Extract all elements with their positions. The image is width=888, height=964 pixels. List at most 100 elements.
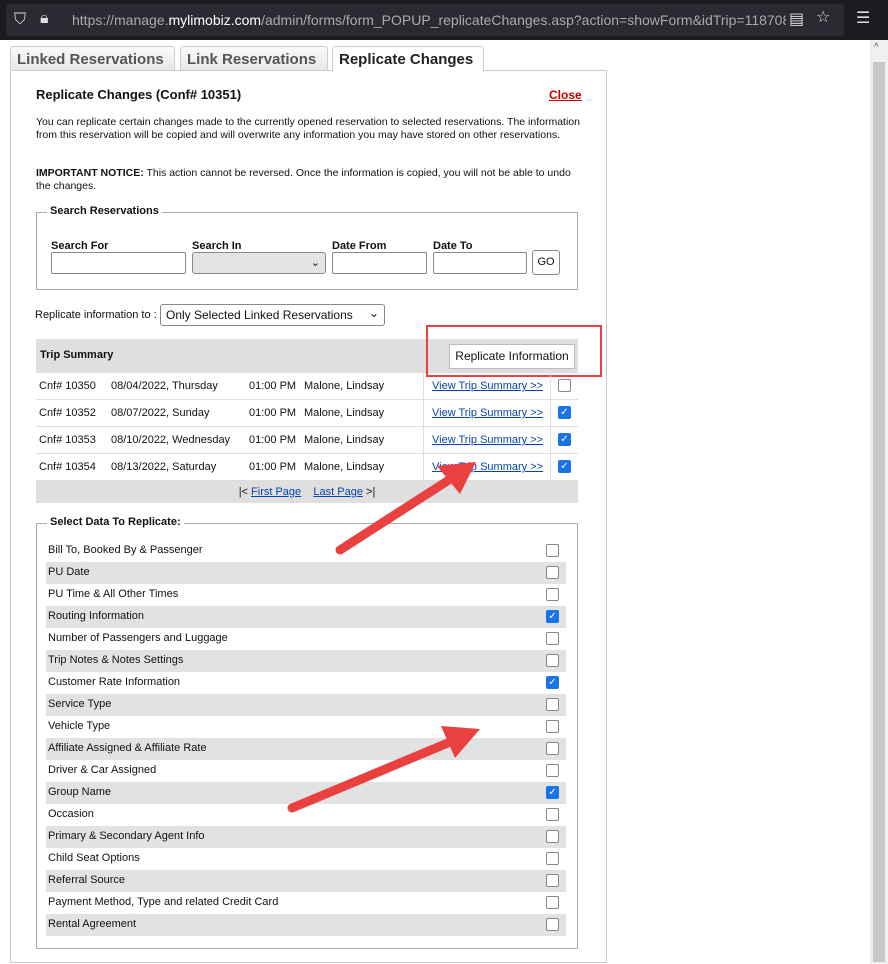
option-checkbox[interactable]: ✓ [546,786,559,799]
date-from-input[interactable] [332,252,427,274]
option-checkbox[interactable] [546,918,559,931]
tab-linked-reservations[interactable]: Linked Reservations [10,46,175,71]
browser-toolbar: https://manage.mylimobiz.com/admin/forms… [0,0,888,40]
replicate-option-row: Rental Agreement [46,914,566,936]
view-trip-summary-link[interactable]: View Trip Summary >> [432,461,544,473]
view-trip-summary-link[interactable]: View Trip Summary >> [432,380,544,392]
column-divider [550,373,551,400]
table-row: Cnf# 10353 08/10/2022, Wednesday 01:00 P… [36,427,578,454]
trip-date: 08/13/2022, Saturday [111,461,217,473]
option-checkbox[interactable] [546,632,559,645]
option-checkbox[interactable] [546,698,559,711]
url-suffix: /admin/forms/form_POPUP_replicateChanges… [261,12,786,28]
search-in-select[interactable]: ⌄ [192,252,326,274]
trip-select-checkbox[interactable]: ✓ [558,433,571,446]
replicate-to-select[interactable]: Only Selected Linked Reservations ⌄ [160,304,385,326]
go-button[interactable]: GO [532,250,560,275]
intro-text: You can replicate certain changes made t… [36,116,580,141]
search-in-label: Search In [192,240,242,252]
option-checkbox[interactable] [546,566,559,579]
first-page-link[interactable]: First Page [251,486,302,498]
shield-icon[interactable]: ⛉ [14,9,27,28]
date-to-input[interactable] [433,252,527,274]
replicate-information-button[interactable]: Replicate Information [449,344,575,369]
option-checkbox[interactable] [546,544,559,557]
last-page-link[interactable]: Last Page [313,486,363,498]
pager-prev: |< [238,486,248,498]
select-data-legend: Select Data To Replicate: [47,516,184,528]
tab-replicate-changes[interactable]: Replicate Changes [332,46,484,72]
replicate-option-row: Child Seat Options [46,848,566,870]
url-text[interactable]: https://manage.mylimobiz.com/admin/forms… [72,4,786,36]
option-checkbox[interactable] [546,830,559,843]
column-divider [423,373,424,400]
option-checkbox[interactable]: ✓ [546,676,559,689]
replicate-option-row: PU Date [46,562,566,584]
close-link[interactable]: Close [549,88,582,102]
option-checkbox[interactable] [546,874,559,887]
trip-time: 01:00 PM [249,407,297,419]
option-label: Bill To, Booked By & Passenger [48,544,203,556]
scroll-up-icon[interactable]: ^ [874,42,879,53]
option-checkbox[interactable] [546,654,559,667]
url-prefix: https://manage. [72,12,169,28]
replicate-option-row: Referral Source [46,870,566,892]
option-label: Child Seat Options [48,852,140,864]
bookmark-star-icon[interactable]: ☆ [816,7,831,26]
chevron-down-icon: ⌄ [310,257,320,269]
pager-next: >| [366,486,376,498]
trip-summary-header: Trip Summary Replicate Information [36,339,578,373]
lock-icon[interactable]: 🔒︎ [40,8,49,27]
option-label: Affiliate Assigned & Affiliate Rate [48,742,207,754]
option-label: Trip Notes & Notes Settings [48,654,184,666]
option-label: Routing Information [48,610,144,622]
option-label: Customer Rate Information [48,676,181,688]
notice-text: This action cannot be reversed. Once the… [36,167,571,192]
column-divider [550,454,551,481]
replicate-option-row: Number of Passengers and Luggage [46,628,566,650]
menu-icon[interactable]: ☰ [856,8,871,27]
option-checkbox[interactable] [546,588,559,601]
replicate-option-row: Occasion [46,804,566,826]
trip-time: 01:00 PM [249,380,297,392]
scrollbar-thumb[interactable] [873,62,885,962]
option-checkbox[interactable]: ✓ [546,610,559,623]
select-data-fieldset: Select Data To Replicate: [36,516,578,949]
replicate-option-row: Vehicle Type [46,716,566,738]
replicate-option-row: Primary & Secondary Agent Info [46,826,566,848]
option-checkbox[interactable] [546,808,559,821]
column-divider [423,427,424,454]
search-for-input[interactable] [51,252,186,274]
column-divider [423,454,424,481]
trip-select-checkbox[interactable]: ✓ [558,406,571,419]
replicate-option-row: Routing Information ✓ [46,606,566,628]
replicate-to-label: Replicate information to : [35,309,157,321]
important-notice: IMPORTANT NOTICE: This action cannot be … [36,167,581,193]
option-label: Primary & Secondary Agent Info [48,830,205,842]
option-checkbox[interactable] [546,852,559,865]
trip-select-checkbox[interactable]: ✓ [558,460,571,473]
table-row: Cnf# 10354 08/13/2022, Saturday 01:00 PM… [36,454,578,481]
option-label: Rental Agreement [48,918,137,930]
view-trip-summary-link[interactable]: View Trip Summary >> [432,407,544,419]
address-bar[interactable]: https://manage.mylimobiz.com/admin/forms… [6,4,844,36]
reader-view-icon[interactable]: ▤ [789,9,805,28]
option-checkbox[interactable] [546,720,559,733]
search-legend: Search Reservations [47,205,162,217]
view-trip-summary-link[interactable]: View Trip Summary >> [432,434,544,446]
replicate-option-row: Bill To, Booked By & Passenger [46,540,566,562]
replicate-option-row: Trip Notes & Notes Settings [46,650,566,672]
replicate-option-row: Service Type [46,694,566,716]
chevron-down-icon: ⌄ [368,306,379,320]
option-label: Payment Method, Type and related Credit … [48,896,279,908]
option-checkbox[interactable] [546,896,559,909]
option-checkbox[interactable] [546,764,559,777]
trip-date: 08/10/2022, Wednesday [111,434,231,446]
option-checkbox[interactable] [546,742,559,755]
passenger-name: Malone, Lindsay [304,380,385,392]
tab-link-reservations[interactable]: Link Reservations [180,46,328,71]
replicate-to-value: Only Selected Linked Reservations [166,308,353,322]
scrollbar[interactable]: ^ [870,40,888,964]
trip-select-checkbox[interactable] [558,379,571,392]
notice-label: IMPORTANT NOTICE: [36,167,144,179]
